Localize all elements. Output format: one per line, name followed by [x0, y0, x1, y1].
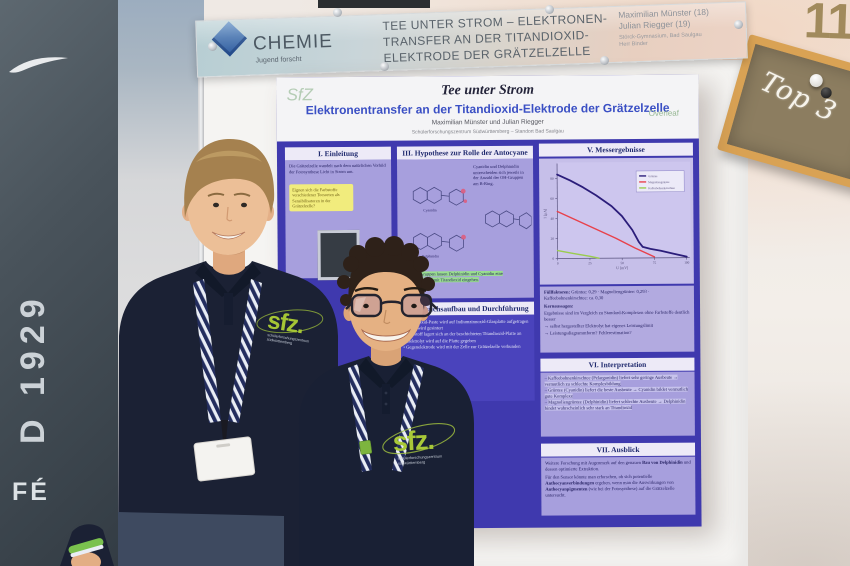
banner-org-name: CHEMIE	[252, 30, 334, 55]
molecule-diagram: Cyanidin Delphinidin	[412, 186, 532, 258]
section-6-content: – Kaffeebohnenkirschtee (Pelargonidin) l…	[540, 371, 695, 437]
poster-subtitle: Elektronentransfer an der Titandioxid-El…	[305, 100, 670, 118]
svg-text:80: 80	[550, 177, 554, 181]
banner-screw	[208, 42, 217, 51]
hypothesis-footnote: Mehr OH-Gruppen lassen Delphinidin und C…	[401, 270, 503, 283]
panel-swoosh-logo	[9, 57, 68, 73]
svg-text:50: 50	[621, 261, 625, 265]
molecule-2-label: Delphinidin	[422, 254, 439, 258]
poster-title: Tee unter Strom	[441, 82, 534, 99]
svg-text:0: 0	[557, 262, 559, 266]
banner-screw	[600, 56, 609, 65]
molecule-1-label: Cyanidin	[423, 208, 436, 212]
svg-text:Kaffeebohnenkirschtee: Kaffeebohnenkirschtee	[648, 186, 675, 190]
poster-institution: Schülerforschungszentrum Südwürttemberg …	[411, 128, 564, 136]
participant-2: Julian Riegger (19)	[618, 18, 691, 32]
section-1-intro: Die Grätzelzelle wandelt nach dem natürl…	[289, 162, 386, 175]
section-4-content: • Titandioxid-Paste wird auf Indiumzinno…	[398, 314, 535, 402]
section-6-header: VI. Interpretation	[540, 357, 695, 372]
section-7-header: VII. Ausblick	[540, 442, 696, 457]
cell-photo	[317, 229, 360, 281]
measurement-chart: 0 25 50 75 100 0 20 40 60 80 U [mV] I [µA] Grüntee Ma…	[539, 157, 694, 285]
science-poster: SfZ Tee unter Strom Elektronentransfer a…	[276, 74, 702, 530]
svg-text:0: 0	[552, 257, 554, 261]
svg-text:60: 60	[550, 197, 554, 201]
banner-screw	[380, 62, 389, 71]
section-1-content: Die Grätzelzelle wandelt nach dem natürl…	[285, 159, 392, 281]
panel-metal-trim	[198, 60, 204, 566]
stand-number: 11	[803, 0, 850, 50]
panel-vertical-text: D 1929	[14, 292, 52, 444]
banner-mount	[318, 0, 430, 8]
wall-left-section	[118, 0, 204, 566]
svg-text:I [µA]: I [µA]	[543, 209, 547, 219]
section-4-header: IV. Versuchsaufbau und Durchführung	[398, 301, 535, 316]
svg-text:Grüntee: Grüntee	[648, 174, 658, 178]
svg-text:75: 75	[653, 261, 657, 265]
banner-screw	[333, 8, 342, 17]
svg-text:25: 25	[588, 261, 592, 265]
banner-screw	[545, 5, 554, 14]
poster-authors: Maximilian Münster und Julian Riegger	[431, 118, 544, 127]
svg-text:20: 20	[551, 237, 555, 241]
research-question-note: Eignen sich die Farbstoffe verschiedener…	[289, 183, 354, 212]
section-7-content: Weitere Forschung mit Augenmerk auf den …	[541, 456, 696, 516]
iv-curve-chart: 0 25 50 75 100 0 20 40 60 80 U [mV] I [µA] Grüntee Ma…	[543, 161, 691, 270]
svg-text:100: 100	[684, 261, 689, 265]
svg-text:Magnoliengrüntee: Magnoliengrüntee	[648, 180, 670, 184]
overleaf-logo: Overleaf	[648, 108, 679, 118]
poster-header: SfZ Tee unter Strom Elektronentransfer a…	[276, 74, 699, 142]
svg-text:U [mV]: U [mV]	[616, 266, 628, 270]
banner-screw	[734, 20, 743, 29]
section-5-footer: Füllfaktoren: Grüntee: 0,29 · Magnolieng…	[539, 285, 695, 353]
svg-text:40: 40	[551, 217, 555, 221]
banner-participants: Maximilian Münster (18) Julian Riegger (…	[618, 7, 710, 50]
banner-project-title: TEE UNTER STROM – ELEKTRONEN- TRANSFER A…	[382, 11, 609, 67]
panel-bottom-text: FÉ	[12, 478, 50, 506]
section-5-header: V. Messergebnisse	[538, 142, 693, 157]
section-3-content: Cyanidin und Delphinidin unterscheiden s…	[397, 158, 534, 299]
dark-side-panel: D 1929 FÉ	[0, 0, 118, 566]
section-3-header: III. Hypothese zur Rolle der Antocyane	[396, 145, 534, 160]
section-1-header: I. Einleitung	[284, 146, 392, 161]
